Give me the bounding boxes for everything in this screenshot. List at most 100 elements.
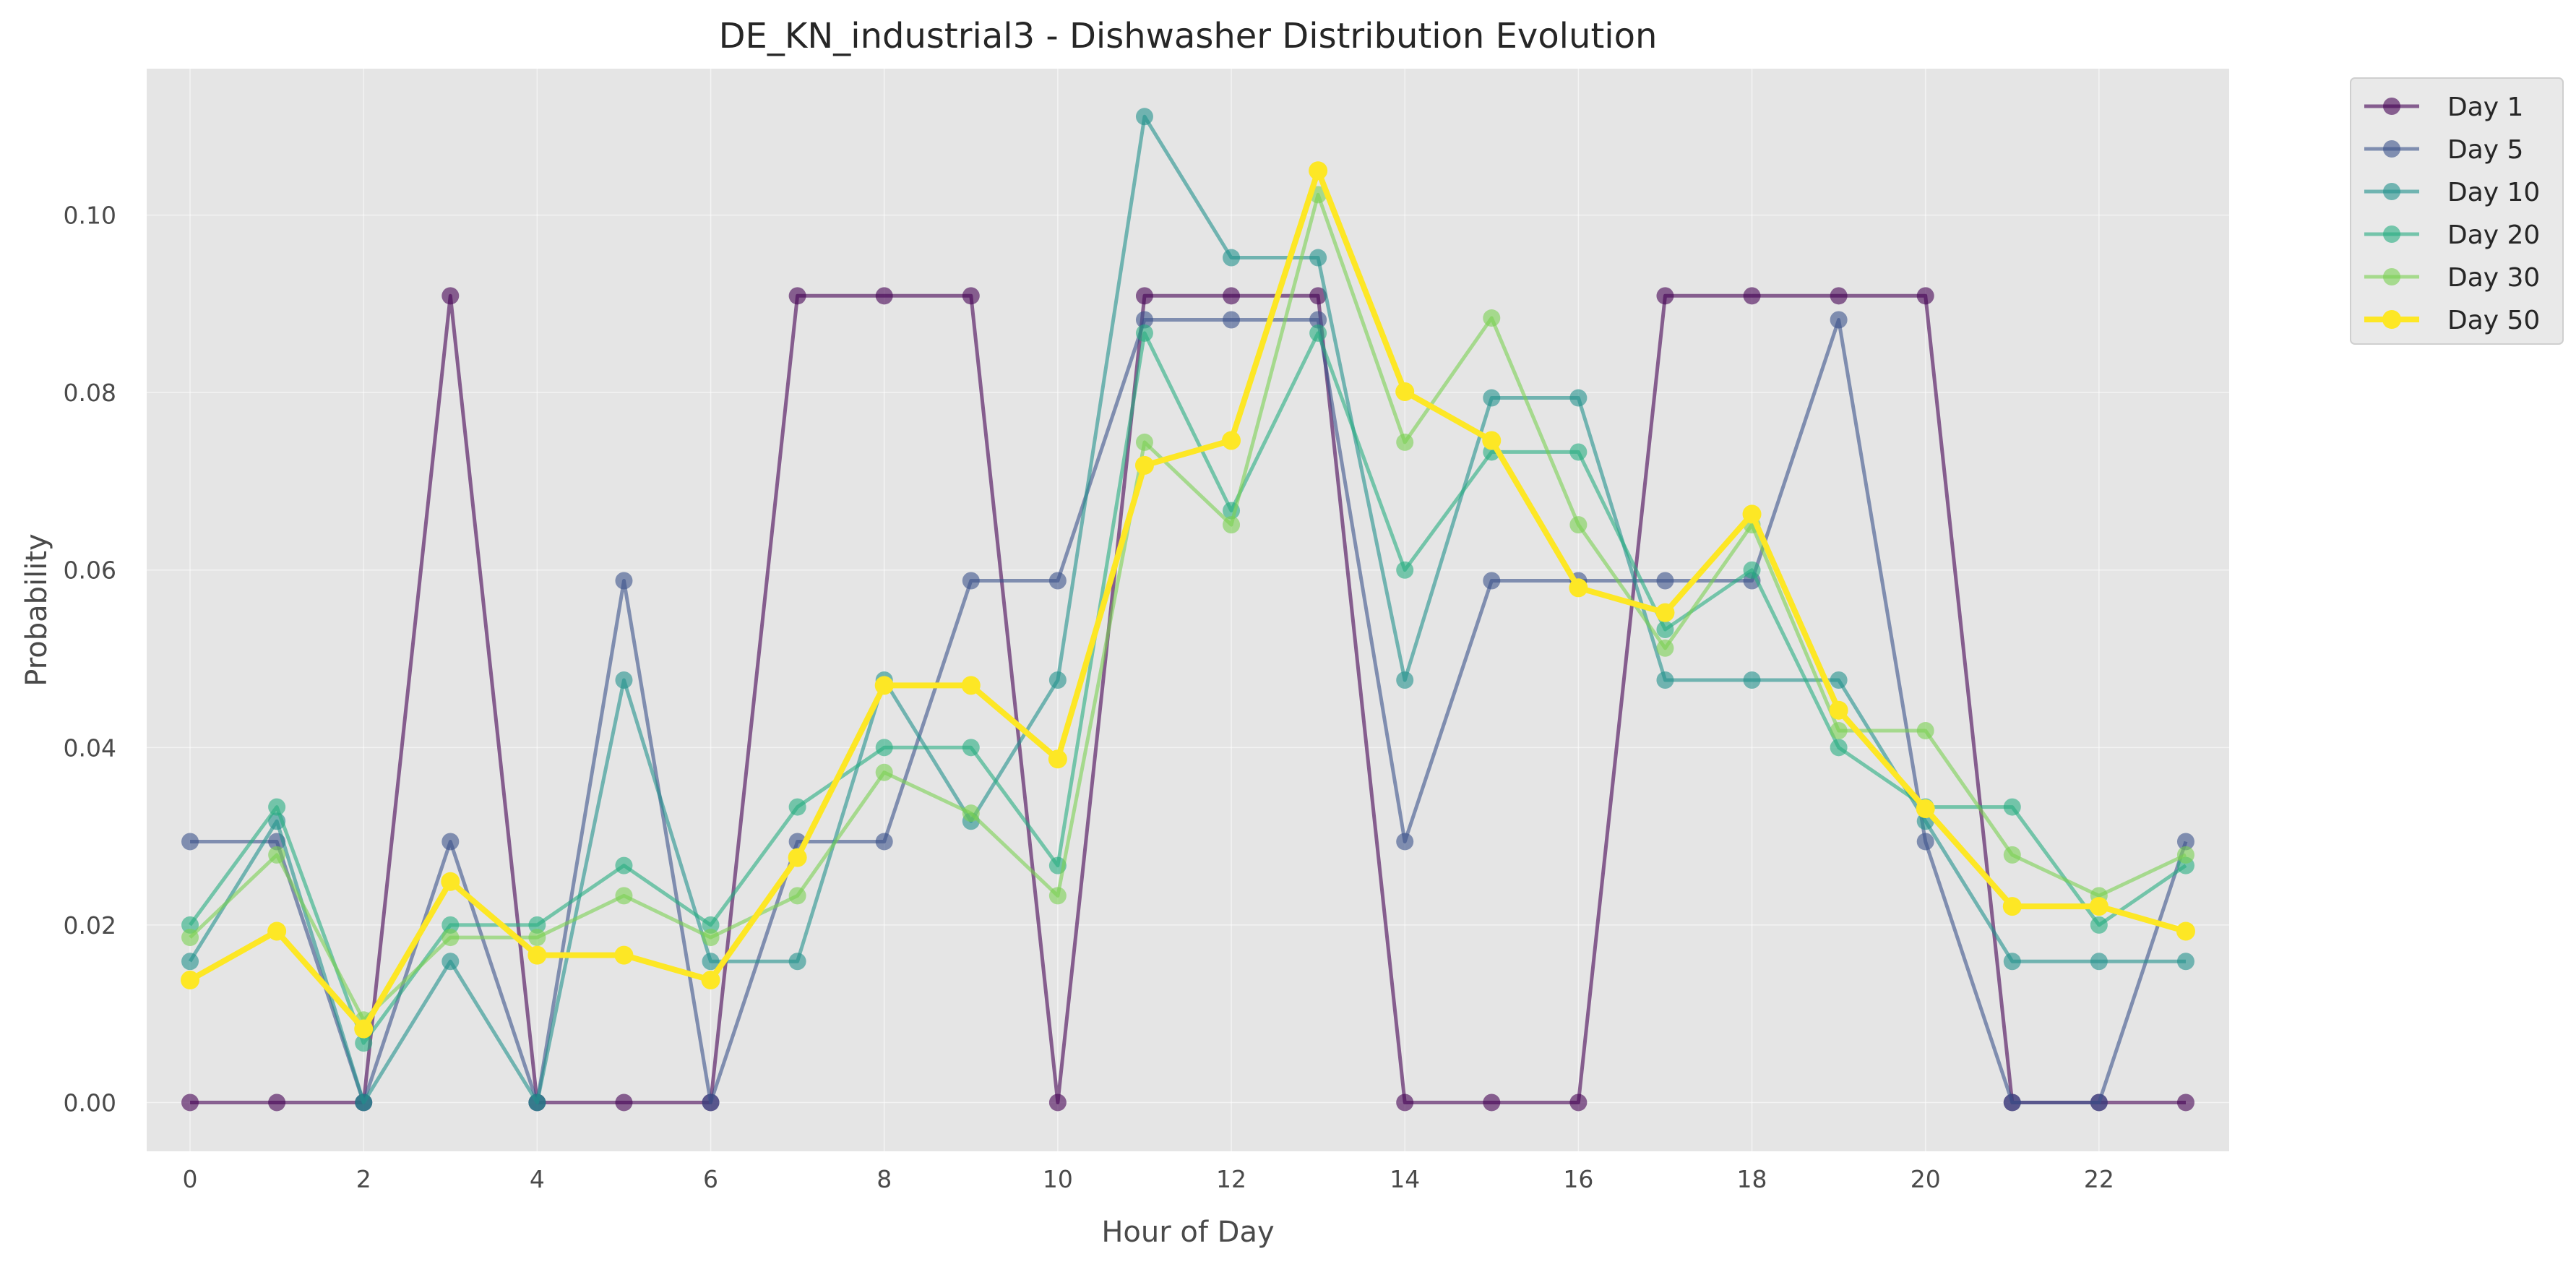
series-line	[188, 114, 2186, 1104]
data-point	[181, 833, 199, 851]
y-axis-ticks: 0.00 0.02 0.04 0.06 0.08 0.10	[64, 202, 116, 1117]
data-point	[702, 916, 720, 934]
legend-marker	[2382, 310, 2401, 329]
legend: Day 1 Day 5 Day 10 Day 20 Day 30 Day 50	[2350, 77, 2564, 345]
x-tick-label: 10	[1043, 1165, 1073, 1193]
x-axis-label: Hour of Day	[1101, 1216, 1274, 1249]
data-point	[1309, 324, 1327, 342]
data-point	[355, 1034, 373, 1052]
y-tick-label: 0.08	[64, 379, 116, 407]
x-axis-ticks: 0 2 4 6 8 10 12 14 16 18 20 22	[183, 1165, 2114, 1193]
data-point	[1396, 561, 1414, 579]
legend-label: Day 1	[2447, 93, 2523, 122]
legend-label: Day 20	[2447, 220, 2540, 250]
data-point	[2176, 921, 2195, 941]
data-point	[2003, 798, 2021, 816]
x-tick-label: 4	[530, 1165, 545, 1193]
data-point	[874, 676, 894, 695]
data-point	[1048, 887, 1067, 905]
data-point	[1135, 433, 1153, 451]
data-point	[961, 676, 981, 695]
data-point	[788, 798, 806, 816]
data-point	[615, 887, 633, 905]
data-point	[441, 916, 460, 934]
data-point	[1916, 721, 1934, 739]
data-point	[181, 971, 200, 990]
data-point	[1048, 749, 1067, 769]
y-tick-label: 0.06	[64, 556, 116, 585]
data-point	[1742, 504, 1762, 524]
data-point	[1135, 287, 1153, 305]
data-point	[702, 953, 720, 971]
data-point	[181, 1093, 199, 1112]
data-point	[875, 763, 893, 781]
data-point	[2003, 953, 2021, 971]
data-point	[2176, 833, 2194, 851]
series-day-50	[181, 161, 2195, 1039]
data-point	[528, 1093, 546, 1112]
series-line	[189, 168, 2187, 1032]
data-point	[702, 929, 720, 947]
data-point	[268, 1093, 286, 1112]
data-point	[788, 287, 806, 305]
data-point	[614, 945, 634, 965]
data-point	[181, 916, 199, 934]
data-point	[1134, 455, 1154, 475]
series-line	[190, 293, 2186, 1104]
data-point	[355, 1093, 373, 1112]
x-tick-label: 22	[2084, 1165, 2114, 1193]
x-tick-label: 0	[183, 1165, 198, 1193]
data-point	[1483, 389, 1501, 407]
data-point	[1569, 389, 1588, 407]
data-point	[1656, 639, 1674, 657]
grid	[147, 69, 2229, 1151]
data-point	[2003, 1093, 2021, 1112]
data-point	[441, 833, 460, 851]
data-point	[1743, 561, 1761, 579]
legend-entry: Day 30	[2364, 263, 2540, 293]
data-point	[1916, 799, 1935, 819]
data-point	[1135, 108, 1153, 126]
data-point	[615, 671, 633, 689]
x-tick-label: 16	[1563, 1165, 1593, 1193]
legend-marker	[2383, 268, 2400, 285]
data-point	[1396, 433, 1414, 451]
data-point	[2089, 897, 2108, 916]
legend-label: Day 5	[2447, 135, 2523, 165]
data-point	[2176, 1093, 2194, 1112]
data-point	[1483, 309, 1501, 327]
data-point	[1396, 1093, 1414, 1112]
data-point	[1223, 516, 1241, 534]
x-tick-label: 14	[1390, 1165, 1420, 1193]
data-point	[701, 971, 720, 990]
data-point	[875, 833, 893, 851]
series-line	[190, 318, 2188, 1104]
data-point	[1569, 1093, 1588, 1112]
data-point	[354, 1019, 374, 1039]
data-point	[875, 739, 893, 757]
legend-marker	[2383, 140, 2400, 158]
data-point	[1223, 311, 1241, 329]
data-point	[615, 856, 633, 874]
data-point	[1569, 578, 1588, 598]
data-point	[1830, 739, 1848, 757]
series-day-20	[181, 324, 2194, 1052]
data-point	[181, 953, 199, 971]
data-point	[1395, 382, 1415, 401]
x-tick-label: 12	[1216, 1165, 1246, 1193]
y-tick-label: 0.04	[64, 734, 116, 762]
data-point	[1135, 324, 1153, 342]
legend-label: Day 10	[2447, 178, 2540, 207]
data-point	[1309, 287, 1327, 305]
legend-marker	[2383, 98, 2400, 115]
legend-marker	[2383, 225, 2400, 243]
data-point	[1743, 671, 1761, 689]
data-point	[1656, 572, 1674, 590]
data-point	[2090, 916, 2108, 934]
series-line	[188, 331, 2187, 1045]
data-point	[1569, 516, 1588, 534]
data-point	[441, 953, 460, 971]
data-point	[962, 572, 980, 590]
data-point	[1656, 287, 1674, 305]
